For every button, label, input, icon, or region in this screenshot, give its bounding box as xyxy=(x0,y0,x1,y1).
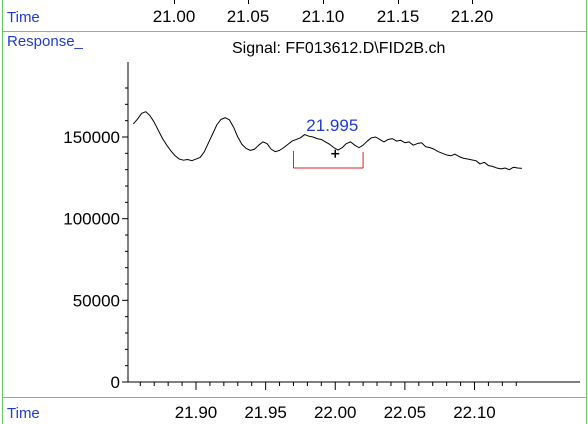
response-axis-label: Response_ xyxy=(7,33,83,50)
bottom-axis-separator xyxy=(2,397,586,398)
top-axis-tick xyxy=(323,0,324,4)
top-axis-tick xyxy=(472,0,473,4)
x-axis-tick-label: 22.00 xyxy=(314,403,357,422)
right-frame-line xyxy=(586,0,587,424)
bottom-axis-label: Time xyxy=(7,405,40,422)
top-axis-tick-label: 21.05 xyxy=(226,7,270,26)
top-axis-tick-label: 21.15 xyxy=(376,7,420,26)
signal-trace xyxy=(132,111,522,171)
top-axis-tick-label: 21.20 xyxy=(450,7,494,26)
top-axis-tick-label: 21.10 xyxy=(301,7,345,26)
top-axis-tick xyxy=(398,0,399,4)
peak-retention-label: 21.995 xyxy=(306,116,358,135)
x-axis-tick-label: 22.05 xyxy=(384,403,427,422)
left-frame-line xyxy=(2,0,3,424)
top-axis-tick xyxy=(248,0,249,4)
y-axis-tick-label: 0 xyxy=(111,373,120,392)
top-axis-separator xyxy=(2,31,586,32)
x-axis-tick-label: 21.90 xyxy=(175,403,218,422)
top-axis-tick-label: 21.00 xyxy=(152,7,196,26)
x-axis-tick-label: 21.95 xyxy=(244,403,287,422)
y-axis-tick-label: 150000 xyxy=(63,128,120,147)
y-axis-tick-label: 100000 xyxy=(63,210,120,229)
x-axis-tick-label: 22.10 xyxy=(453,403,496,422)
y-axis-tick-label: 50000 xyxy=(73,291,120,310)
top-axis-label: Time xyxy=(7,9,40,26)
signal-title: Signal: FF013612.D\FID2B.ch xyxy=(232,40,446,57)
top-axis-tick xyxy=(174,0,175,4)
